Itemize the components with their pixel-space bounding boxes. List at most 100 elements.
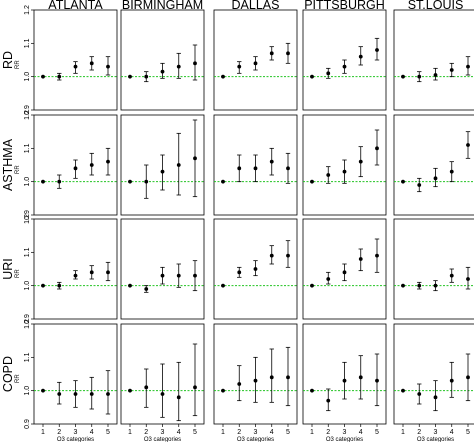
point-estimate [41, 283, 45, 288]
y-tick-label: 1.1 [24, 38, 31, 48]
point-estimate [310, 179, 314, 184]
point-estimate [237, 166, 242, 171]
point-estimate [176, 64, 181, 69]
x-tick-label: 4 [359, 429, 363, 436]
point-estimate [237, 382, 242, 386]
point-estimate [253, 267, 258, 271]
x-tick-label: 5 [466, 429, 470, 436]
point-estimate [375, 378, 379, 383]
point-estimate [144, 74, 149, 79]
y-axis-label: RR [15, 374, 21, 383]
point-estimate [73, 392, 78, 396]
point-estimate [342, 64, 347, 69]
point-estimate [253, 378, 258, 383]
point-estimate [269, 375, 274, 380]
point-estimate [221, 283, 225, 288]
x-tick-label: 3 [254, 429, 258, 436]
y-axis-label: RR [15, 165, 21, 174]
y-tick-label: 0.9 [24, 210, 31, 220]
panel-rd-atlanta [33, 9, 118, 111]
point-estimate [326, 71, 331, 76]
y-tick-label: 1.2 [24, 110, 31, 120]
point-estimate [144, 385, 149, 390]
point-estimate [286, 375, 290, 380]
x-axis-label: O3 categories [144, 437, 181, 442]
x-tick-label: 2 [144, 429, 148, 436]
point-estimate [106, 270, 110, 275]
point-estimate [269, 253, 274, 258]
row-label-uri: URI [1, 258, 15, 280]
point-estimate [57, 74, 62, 79]
point-estimate [57, 283, 62, 288]
point-estimate [466, 143, 470, 147]
column-title-pittsburgh: PITTSBURGH [304, 0, 385, 12]
panel-asthma-dallas [213, 114, 298, 216]
point-estimate [310, 74, 314, 79]
y-tick-label: 1.0 [24, 72, 31, 82]
x-tick-label: 4 [270, 429, 274, 436]
panel-copd-dallas [213, 323, 298, 425]
panel-asthma-st-louis [393, 114, 474, 216]
point-estimate [449, 378, 454, 383]
y-tick-label: 0.9 [24, 419, 31, 429]
point-estimate [106, 64, 110, 69]
point-estimate [89, 163, 94, 167]
x-tick-label: 2 [237, 429, 241, 436]
point-estimate [253, 61, 258, 66]
point-estimate [417, 283, 422, 288]
point-estimate [176, 395, 181, 400]
column-title-birmingham: BIRMINGHAM [122, 0, 203, 12]
y-tick-label: 1.1 [24, 143, 31, 153]
point-estimate [358, 54, 363, 59]
point-estimate [193, 273, 197, 278]
point-estimate [433, 395, 438, 400]
row-label-asthma: ASTHMA [1, 138, 15, 191]
x-tick-label: 2 [417, 429, 421, 436]
panel-frame [33, 218, 118, 320]
point-estimate [326, 173, 331, 177]
point-estimate [73, 64, 78, 69]
y-tick-label: 1.2 [24, 214, 31, 224]
point-estimate [73, 273, 78, 278]
point-estimate [144, 287, 149, 291]
point-estimate [466, 277, 470, 281]
x-tick-label: 5 [375, 429, 379, 436]
point-estimate [466, 375, 470, 380]
x-tick-label: 3 [161, 429, 165, 436]
panel-copd-atlanta [33, 323, 118, 425]
panel-frame [120, 9, 205, 111]
point-estimate [342, 378, 347, 383]
x-tick-label: 3 [434, 429, 438, 436]
panel-asthma-birmingham [120, 114, 205, 216]
point-estimate [193, 385, 197, 390]
x-axis-label: O3 categories [237, 437, 274, 442]
x-tick-label: 3 [343, 429, 347, 436]
y-tick-label: 1.0 [24, 386, 31, 396]
column-title-st-louis: ST.LOUIS [408, 0, 464, 12]
panel-frame [393, 218, 474, 320]
point-estimate [89, 270, 94, 275]
point-estimate [358, 375, 363, 380]
point-estimate [128, 179, 132, 184]
x-axis-label: O3 categories [417, 437, 454, 442]
panel-frame [33, 323, 118, 425]
point-estimate [401, 283, 405, 288]
point-estimate [128, 283, 132, 288]
y-tick-label: 1.2 [24, 319, 31, 329]
panel-uri-st-louis [393, 218, 474, 320]
panel-copd-st-louis [393, 323, 474, 425]
x-tick-label: 1 [128, 429, 132, 436]
y-tick-label: 0.9 [24, 105, 31, 115]
point-estimate [176, 273, 181, 278]
point-estimate [449, 169, 454, 174]
y-axis-label: RR [15, 269, 21, 278]
point-estimate [144, 179, 149, 184]
point-estimate [128, 388, 132, 393]
point-estimate [433, 176, 438, 181]
x-axis-label: O3 categories [57, 437, 94, 442]
row-label-rd: RD [1, 51, 15, 69]
point-estimate [449, 68, 454, 72]
point-estimate [41, 179, 45, 184]
x-tick-label: 5 [193, 429, 197, 436]
